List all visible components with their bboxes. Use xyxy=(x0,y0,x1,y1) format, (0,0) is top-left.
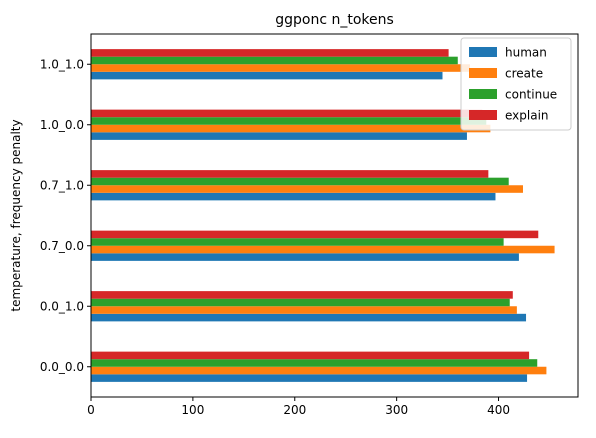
y-tick-label: 0.7_0.0 xyxy=(40,239,84,253)
legend-swatch-continue xyxy=(469,89,497,99)
y-tick-label: 0.0_0.0 xyxy=(40,360,84,374)
bar-create-1.0_0.0 xyxy=(91,124,491,133)
x-tick-label: 200 xyxy=(283,403,306,417)
bar-human-0.7_1.0 xyxy=(91,192,496,201)
legend-label-explain: explain xyxy=(505,109,549,123)
legend-label-human: human xyxy=(505,46,547,60)
bar-continue-0.0_1.0 xyxy=(91,298,510,307)
bar-explain-0.0_0.0 xyxy=(91,351,530,360)
y-tick-label: 0.0_1.0 xyxy=(40,299,84,313)
y-tick-label: 0.7_1.0 xyxy=(40,178,84,192)
bar-human-1.0_1.0 xyxy=(91,71,443,80)
bar-create-0.7_1.0 xyxy=(91,185,523,193)
bar-create-0.7_0.0 xyxy=(91,245,555,254)
legend-label-create: create xyxy=(505,67,543,81)
x-tick-label: 0 xyxy=(87,403,95,417)
x-axis-ticks: 0 100 200 300 400 xyxy=(87,397,510,417)
bar-explain-1.0_0.0 xyxy=(91,109,483,118)
bar-explain-1.0_1.0 xyxy=(91,49,449,57)
y-tick-label: 1.0_0.0 xyxy=(40,118,84,132)
bar-explain-0.7_0.0 xyxy=(91,230,539,239)
bar-human-0.0_1.0 xyxy=(91,313,527,322)
bar-create-1.0_1.0 xyxy=(91,64,471,72)
bar-continue-0.0_0.0 xyxy=(91,359,538,367)
bar-explain-0.0_1.0 xyxy=(91,291,513,299)
bar-create-0.0_1.0 xyxy=(91,306,517,314)
y-tick-label: 1.0_1.0 xyxy=(40,57,84,71)
legend-swatch-explain xyxy=(469,110,497,120)
x-tick-label: 300 xyxy=(385,403,408,417)
bar-explain-0.7_1.0 xyxy=(91,170,489,178)
legend-label-continue: continue xyxy=(505,88,557,102)
legend-swatch-human xyxy=(469,47,497,57)
bar-continue-1.0_0.0 xyxy=(91,117,487,125)
legend-box xyxy=(460,37,572,131)
bar-continue-0.7_0.0 xyxy=(91,238,504,246)
y-axis-label: temperature, frequency penalty xyxy=(9,119,23,311)
bar-human-1.0_0.0 xyxy=(91,132,467,140)
y-axis-ticks: 0.0_0.0 0.0_1.0 0.7_0.0 0.7_1.0 1.0_0.0 1.0_1… xyxy=(40,57,91,374)
legend: human create continue explain xyxy=(460,37,572,131)
x-tick-label: 100 xyxy=(181,403,204,417)
bars-layer xyxy=(91,49,555,382)
bar-continue-1.0_1.0 xyxy=(91,56,458,65)
chart-title: ggponc n_tokens xyxy=(275,12,394,28)
bar-create-0.0_0.0 xyxy=(91,366,547,375)
bar-human-0.7_0.0 xyxy=(91,253,519,261)
x-tick-label: 400 xyxy=(487,403,510,417)
plot-frame xyxy=(90,33,579,398)
bar-human-0.0_0.0 xyxy=(91,374,528,382)
legend-swatch-create xyxy=(469,68,497,78)
bar-continue-0.7_1.0 xyxy=(91,177,509,186)
